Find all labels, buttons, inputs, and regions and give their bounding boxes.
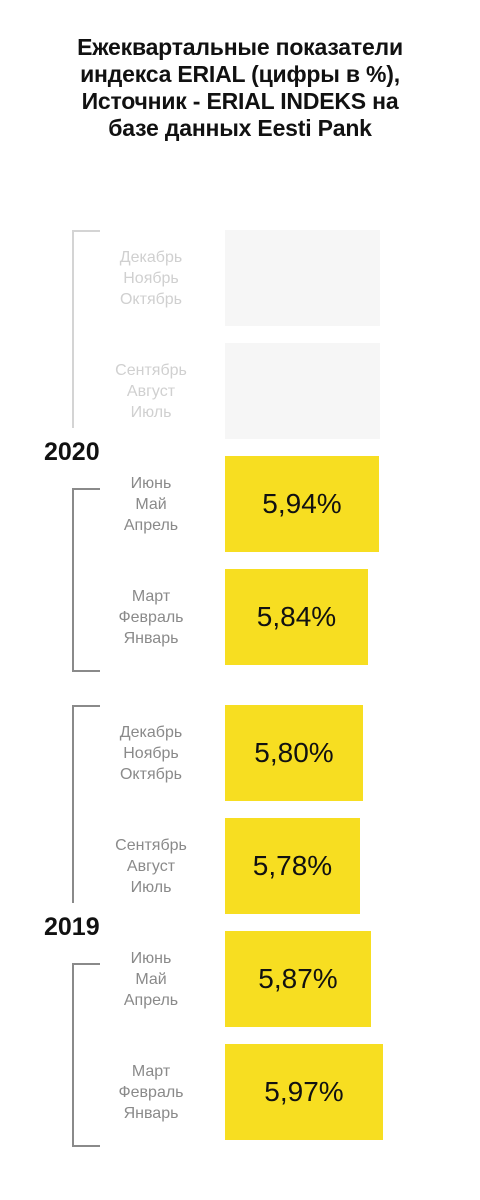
value-bar: 5,87% xyxy=(225,931,371,1027)
quarter-months: Сентябрь Август Июль xyxy=(96,835,206,898)
value-bar: 5,94% xyxy=(225,456,379,552)
quarter-months: Март Февраль Январь xyxy=(96,1061,206,1124)
month-label: Июнь xyxy=(130,475,172,492)
month-label: Июнь xyxy=(130,950,172,967)
month-label: Апрель xyxy=(123,517,179,534)
month-label: Декабрь xyxy=(119,724,183,741)
title-line: Источник - ERIAL INDEKS на xyxy=(81,88,399,114)
value-label: 5,84% xyxy=(256,601,337,632)
month-label: Июль xyxy=(130,404,172,421)
month-label: Ноябрь xyxy=(123,270,179,287)
title-line: базе данных Eesti Pank xyxy=(108,115,372,141)
value-label: 5,78% xyxy=(252,850,333,881)
month-label: Февраль xyxy=(118,609,184,626)
month-label: Май xyxy=(135,496,167,513)
quarter-months: Март Февраль Январь xyxy=(96,586,206,649)
half-year-bracket xyxy=(72,963,100,1147)
month-label: Октябрь xyxy=(119,766,182,783)
month-label: Апрель xyxy=(123,992,179,1009)
value-label: 5,80% xyxy=(254,737,334,768)
bracket-cap xyxy=(72,230,100,232)
bracket-cap xyxy=(72,705,100,707)
month-label: Март xyxy=(131,588,171,605)
month-label: Январь xyxy=(123,630,179,647)
quarter-months: Декабрь Ноябрь Октябрь xyxy=(96,722,206,785)
half-year-bracket xyxy=(72,230,100,428)
quarter-months: Июнь Май Апрель xyxy=(96,473,206,536)
month-label: Март xyxy=(131,1063,171,1080)
value-bar: 5,78% xyxy=(225,818,360,914)
month-label: Май xyxy=(135,971,167,988)
title-line: индекса ERIAL (цифры в %), xyxy=(80,61,400,87)
value-label: 5,94% xyxy=(262,488,342,519)
title-line: Ежеквартальные показатели xyxy=(77,34,403,60)
month-label: Декабрь xyxy=(119,249,183,266)
year-label: 2020 xyxy=(44,438,100,466)
value-label: 5,97% xyxy=(264,1076,344,1107)
quarter-months: Июнь Май Апрель xyxy=(96,948,206,1011)
month-label: Август xyxy=(126,858,176,875)
quarter-months: Декабрь Ноябрь Октябрь xyxy=(96,247,206,310)
month-label: Январь xyxy=(123,1105,179,1122)
chart-title: Ежеквартальные показатели индекса ERIAL … xyxy=(0,34,480,142)
month-label: Февраль xyxy=(118,1084,184,1101)
quarter-months: Сентябрь Август Июль xyxy=(96,360,206,423)
value-bar: 5,97% xyxy=(225,1044,383,1140)
half-year-bracket xyxy=(72,705,100,903)
month-label: Август xyxy=(126,383,176,400)
year-label: 2019 xyxy=(44,913,100,941)
value-bar: 5,80% xyxy=(225,705,363,801)
month-label: Июль xyxy=(130,879,172,896)
month-label: Октябрь xyxy=(119,291,182,308)
value-label: 5,87% xyxy=(258,963,338,994)
empty-quarter-box xyxy=(225,230,380,326)
month-label: Сентябрь xyxy=(115,362,187,379)
month-label: Сентябрь xyxy=(115,837,187,854)
half-year-bracket xyxy=(72,488,100,672)
value-bar: 5,84% xyxy=(225,569,368,665)
empty-quarter-box xyxy=(225,343,380,439)
month-label: Ноябрь xyxy=(123,745,179,762)
